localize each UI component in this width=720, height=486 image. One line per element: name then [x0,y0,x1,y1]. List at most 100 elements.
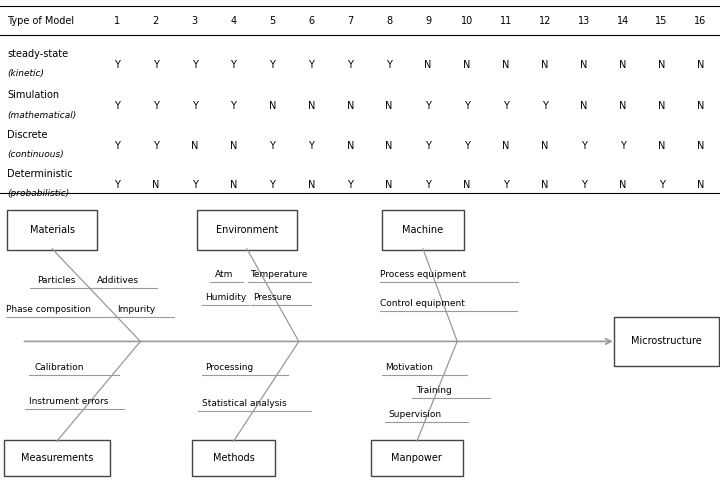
Text: N: N [346,101,354,111]
FancyBboxPatch shape [192,440,275,476]
Text: 7: 7 [347,16,354,26]
Text: N: N [385,140,393,151]
Text: Deterministic: Deterministic [7,169,73,179]
Text: Humidity: Humidity [205,294,246,302]
Text: Y: Y [230,101,236,111]
Text: 1: 1 [114,16,120,26]
Text: Y: Y [464,140,470,151]
Text: N: N [619,60,626,70]
Text: 4: 4 [230,16,236,26]
Text: Y: Y [425,140,431,151]
Text: Phase composition: Phase composition [6,305,91,314]
Text: Additives: Additives [97,276,139,285]
Text: Y: Y [425,180,431,190]
Text: N: N [658,140,665,151]
Text: Motivation: Motivation [385,363,433,372]
Text: Y: Y [464,101,470,111]
Text: Y: Y [153,101,158,111]
Text: N: N [580,60,588,70]
Text: Y: Y [308,60,314,70]
Text: Y: Y [114,60,120,70]
Text: Y: Y [425,101,431,111]
Text: Y: Y [230,60,236,70]
Text: Y: Y [386,60,392,70]
Text: Y: Y [114,140,120,151]
Text: Particles: Particles [37,276,76,285]
Text: Y: Y [308,140,314,151]
Text: Simulation: Simulation [7,90,59,101]
Text: 10: 10 [461,16,473,26]
Text: N: N [697,180,704,190]
Text: Y: Y [620,140,626,151]
Text: Y: Y [114,180,120,190]
FancyBboxPatch shape [371,440,463,476]
Text: 13: 13 [577,16,590,26]
Text: N: N [580,101,588,111]
Text: Measurements: Measurements [21,453,93,463]
Text: Manpower: Manpower [392,453,442,463]
Text: N: N [503,60,510,70]
Text: Y: Y [659,180,665,190]
Text: Y: Y [347,60,353,70]
Text: Y: Y [503,101,509,111]
Text: Y: Y [114,101,120,111]
Text: Y: Y [153,140,158,151]
Text: 11: 11 [500,16,512,26]
Text: Y: Y [192,60,197,70]
Text: N: N [269,101,276,111]
Text: 15: 15 [655,16,668,26]
Text: Environment: Environment [216,225,278,235]
Text: N: N [230,140,237,151]
Text: 2: 2 [153,16,158,26]
Text: (probabilistic): (probabilistic) [7,190,69,198]
Text: Atm: Atm [215,270,233,279]
Text: N: N [346,140,354,151]
Text: Impurity: Impurity [117,305,155,314]
Text: N: N [503,140,510,151]
Text: N: N [697,60,704,70]
Text: Y: Y [269,180,275,190]
Text: Supervision: Supervision [389,411,442,419]
Text: Methods: Methods [213,453,254,463]
Text: Training: Training [416,386,452,395]
Text: Machine: Machine [402,225,444,235]
Text: N: N [230,180,237,190]
Text: N: N [541,60,549,70]
Text: Microstructure: Microstructure [631,336,702,347]
Text: (continuous): (continuous) [7,150,64,159]
Text: (mathematical): (mathematical) [7,111,76,120]
Text: N: N [385,101,393,111]
Text: N: N [697,140,704,151]
FancyBboxPatch shape [614,317,719,366]
FancyBboxPatch shape [382,210,464,250]
Text: Discrete: Discrete [7,130,48,140]
Text: Process equipment: Process equipment [380,270,467,279]
Text: N: N [697,101,704,111]
Text: Y: Y [542,101,548,111]
Text: Y: Y [269,140,275,151]
Text: Y: Y [192,101,197,111]
Text: 5: 5 [269,16,276,26]
Text: Processing: Processing [205,363,253,372]
Text: Y: Y [581,180,587,190]
Text: N: N [658,60,665,70]
Text: N: N [191,140,198,151]
FancyBboxPatch shape [197,210,297,250]
Text: Y: Y [347,180,353,190]
Text: Pressure: Pressure [253,294,292,302]
Text: Instrument errors: Instrument errors [29,398,108,406]
Text: Y: Y [503,180,509,190]
Text: Y: Y [153,60,158,70]
Text: steady-state: steady-state [7,49,68,59]
Text: Statistical analysis: Statistical analysis [202,399,287,408]
Text: 16: 16 [694,16,706,26]
Text: (kinetic): (kinetic) [7,69,44,78]
Text: 3: 3 [192,16,197,26]
Text: 6: 6 [308,16,315,26]
Text: N: N [541,140,549,151]
Text: N: N [619,101,626,111]
Text: N: N [463,180,471,190]
Text: N: N [658,101,665,111]
Text: N: N [463,60,471,70]
Text: Y: Y [269,60,275,70]
